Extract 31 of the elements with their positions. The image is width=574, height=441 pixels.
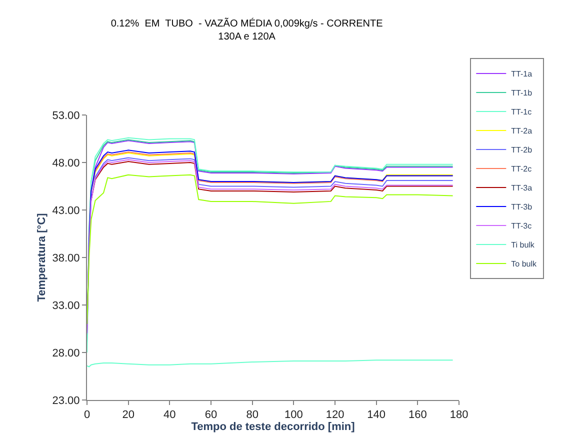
x-tick-label: 60	[204, 409, 218, 422]
x-axis-title: Tempo de teste decorrido [min]	[191, 421, 356, 434]
legend-label: TT-1c	[511, 108, 532, 117]
y-tick-label: 23.00	[52, 394, 80, 407]
x-tick-label: 20	[122, 409, 134, 422]
y-tick-label: 33.00	[52, 300, 80, 312]
legend-label: TT-3b	[511, 202, 533, 212]
y-tick-label: 38.00	[52, 252, 80, 264]
x-tick-label: 80	[246, 409, 258, 422]
x-tick-label: 180	[450, 409, 468, 422]
x-tick-label: 160	[408, 409, 427, 422]
y-tick-label: 53.00	[52, 110, 80, 122]
x-tick-label: 0	[84, 409, 90, 422]
x-tick-label: 40	[164, 409, 176, 422]
legend-label: TT-2b	[511, 146, 533, 155]
legend-label: TT-3c	[511, 222, 532, 231]
legend-label: TT-1b	[511, 88, 533, 98]
chart-title: 0.12% EM TUBO - VAZÃO MÉDIA 0,009kg/s - CORRENTE 130A e 120A	[110, 17, 384, 42]
y-axis-title: Temperatura [°C]	[36, 212, 48, 302]
legend-label: To bulk	[511, 260, 538, 269]
x-tick-label: 100	[284, 409, 303, 422]
legend-label: TT-2c	[511, 164, 532, 174]
legend-label: TT-2a	[511, 126, 533, 136]
y-tick-label: 43.00	[52, 204, 80, 217]
y-tick-label: 48.00	[52, 157, 80, 170]
y-tick-label: 28.00	[52, 347, 80, 360]
x-tick-label: 140	[367, 409, 386, 422]
legend-label: TT-1a	[511, 70, 533, 79]
legend-label: Ti bulk	[511, 240, 536, 250]
x-tick-label: 120	[326, 409, 344, 422]
legend-label: TT-3a	[511, 184, 533, 193]
